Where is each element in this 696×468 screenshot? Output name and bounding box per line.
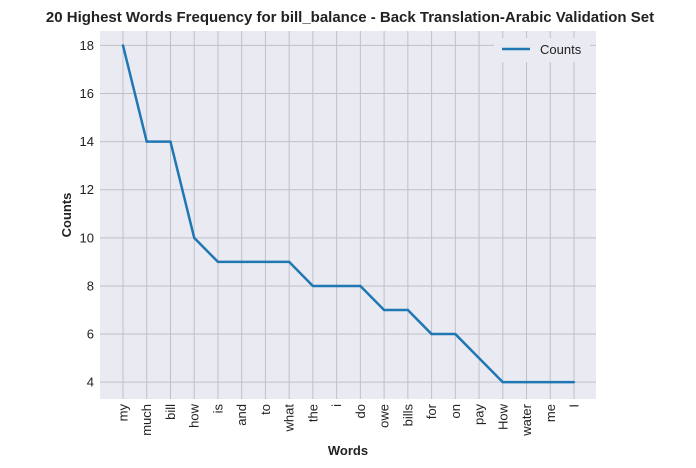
data-point xyxy=(406,308,410,312)
y-tick-label: 8 xyxy=(87,278,94,293)
x-tick-label: do xyxy=(353,404,368,418)
data-point xyxy=(572,380,576,384)
x-tick-label: water xyxy=(519,403,534,436)
x-axis-ticks: my much bill how is and to what the i do owe bills fo… xyxy=(116,403,582,436)
legend: Counts xyxy=(494,38,590,62)
data-point xyxy=(359,284,362,288)
legend-label-counts: Counts xyxy=(540,42,582,57)
x-tick-label: I xyxy=(567,404,582,408)
data-point xyxy=(335,284,338,288)
y-tick-label: 16 xyxy=(80,86,94,101)
y-tick-label: 12 xyxy=(80,182,94,197)
grid-lines xyxy=(100,31,596,399)
y-tick-label: 18 xyxy=(80,38,94,53)
data-point xyxy=(430,332,433,336)
x-tick-label: how xyxy=(187,403,202,427)
data-point xyxy=(145,140,148,143)
data-point xyxy=(501,380,504,384)
x-tick-label: and xyxy=(234,404,249,426)
data-point xyxy=(121,44,125,47)
plot-area xyxy=(100,31,596,399)
data-point xyxy=(382,308,386,312)
x-tick-label: How xyxy=(495,403,510,430)
data-point xyxy=(216,260,220,264)
x-tick-label: for xyxy=(424,403,439,419)
y-tick-label: 14 xyxy=(80,134,94,149)
x-tick-label: is xyxy=(210,404,225,414)
x-axis-label: Words xyxy=(328,443,368,458)
x-tick-label: much xyxy=(139,404,154,436)
y-axis-label: Counts xyxy=(59,193,74,238)
y-tick-label: 4 xyxy=(87,375,94,390)
data-point xyxy=(454,332,457,336)
data-point xyxy=(287,260,291,264)
y-tick-label: 10 xyxy=(80,230,94,245)
x-tick-label: pay xyxy=(472,404,487,425)
x-tick-label: on xyxy=(448,404,463,418)
x-tick-label: me xyxy=(543,404,558,422)
data-point xyxy=(169,140,172,143)
data-point xyxy=(525,380,528,384)
series-layer xyxy=(121,44,576,384)
data-point xyxy=(549,380,552,384)
x-tick-label: what xyxy=(282,404,297,433)
x-tick-label: to xyxy=(258,404,273,415)
x-tick-label: the xyxy=(305,404,320,422)
chart-title: 20 Highest Words Frequency for bill_bala… xyxy=(46,9,654,26)
x-tick-label: bills xyxy=(400,404,415,427)
y-axis-ticks: 4 6 8 10 12 14 16 18 xyxy=(80,38,94,390)
data-point xyxy=(240,260,243,264)
data-point xyxy=(264,260,267,264)
data-point xyxy=(193,236,196,240)
data-point xyxy=(311,284,315,288)
x-tick-label: bill xyxy=(163,404,178,420)
x-tick-label: owe xyxy=(377,404,392,428)
x-tick-label: i xyxy=(329,404,344,407)
data-point xyxy=(477,356,481,360)
series-line-counts xyxy=(121,45,574,384)
y-tick-label: 6 xyxy=(87,327,94,342)
x-tick-label: my xyxy=(116,404,131,422)
